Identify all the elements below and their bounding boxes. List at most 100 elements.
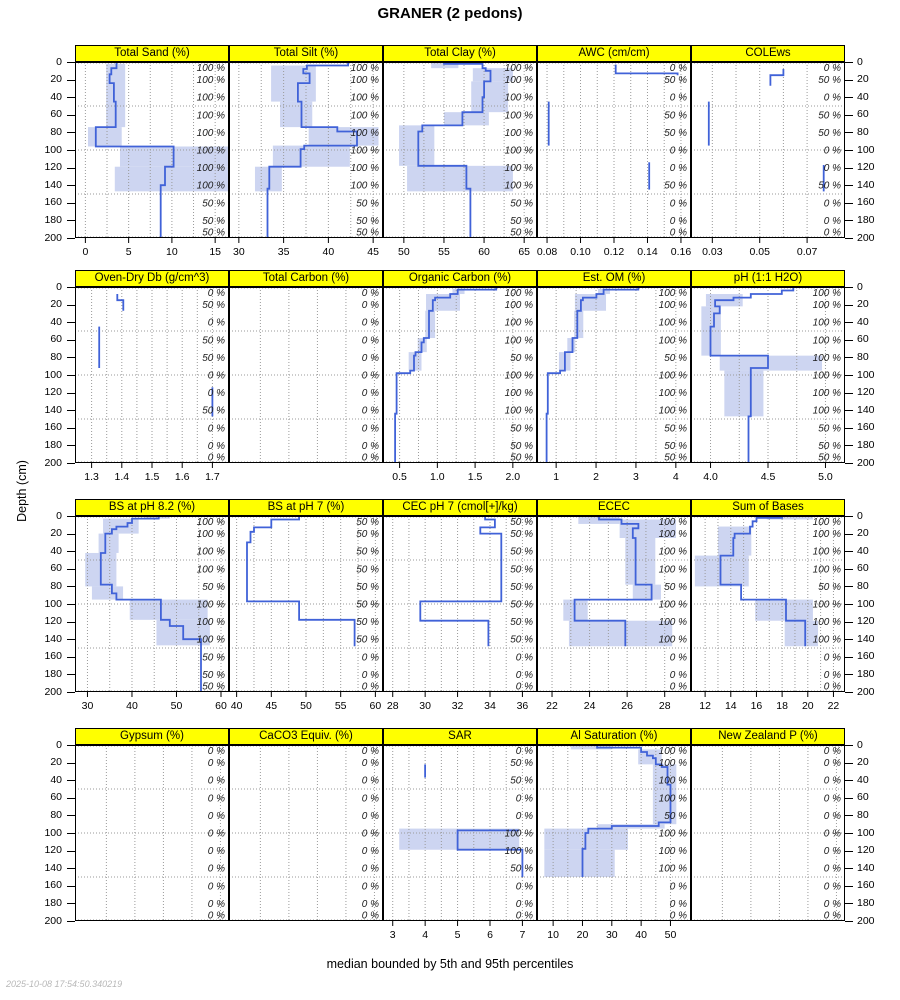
depth-tick-label: 80	[50, 579, 62, 592]
depth-tick	[845, 132, 853, 134]
depth-tick	[67, 568, 75, 570]
pct-label: 50 %	[356, 529, 379, 540]
pct-label: 0 %	[824, 881, 841, 892]
depth-tick-label: 100	[44, 143, 62, 156]
pct-label: 0 %	[824, 682, 841, 693]
pct-label: 100 %	[659, 517, 687, 528]
pct-label: 0 %	[208, 388, 225, 399]
depth-tick-label: 100	[857, 143, 875, 156]
pct-label: 50 %	[356, 600, 379, 611]
panel-plot-total-sand: 100 %100 %100 %100 %100 %100 %100 %100 %…	[75, 62, 229, 258]
pct-label: 50 %	[510, 423, 533, 434]
panel-oven-dry-db: Oven-Dry Db (g/cm^3) 0 % 50 % 0 % 50 % 50 % 0 …	[75, 270, 229, 489]
depth-tick-label: 0	[56, 55, 62, 68]
pct-label: 0 %	[362, 335, 379, 346]
depth-tick	[845, 445, 853, 447]
depth-tick	[67, 604, 75, 605]
depth-tick-label: 200	[44, 685, 62, 698]
panel-caco3: CaCO3 Equiv. (%) 0 % 0 % 0 % 0 % 0 % 0 % 0 % 0 %…	[229, 728, 383, 947]
pct-label: 0 %	[362, 388, 379, 399]
depth-tick-label: 160	[44, 196, 62, 209]
x-tick-label: 55	[438, 246, 450, 258]
depth-tick	[67, 656, 75, 658]
panel-plot-total-carbon: 0 %0 %0 %0 %0 %0 %0 %0 %0 %0 %0 %	[229, 287, 383, 464]
pct-label: 0 %	[362, 453, 379, 464]
depth-tick	[67, 745, 75, 746]
pct-label: 100 %	[197, 617, 225, 628]
panel-bs-ph82: BS at pH 8.2 (%) 100 % 100 % 100 % 100 % 50 %…	[75, 499, 229, 718]
pct-label: 0 %	[208, 371, 225, 382]
pct-label: 100 %	[197, 564, 225, 575]
panel-plot-new-zealand-p: 0 %0 %0 %0 %0 %0 %0 %0 %0 %0 %0 %	[691, 745, 845, 921]
x-tick-label: 30	[233, 246, 245, 258]
pct-label: 0 %	[208, 318, 225, 329]
panel-plot-cec-ph7: 50 %50 %50 %50 %50 %50 %50 %50 %0 %0 %0 …	[383, 516, 537, 712]
panel-strip-gypsum: Gypsum (%)	[75, 728, 229, 745]
pct-label: 0 %	[362, 353, 379, 364]
pct-label: 0 %	[362, 864, 379, 875]
x-tick-label: 40	[126, 700, 138, 712]
depth-tick	[67, 586, 75, 588]
panel-sar: SAR 0 % 50 % 50 % 0 % 0 % 100 % 100 % 50 % 0 % 0 %…	[383, 728, 537, 947]
x-tick-label: 36	[517, 700, 529, 712]
pct-label: 100 %	[505, 110, 533, 121]
x-tick-label: 55	[335, 700, 347, 712]
pct-label: 50 %	[664, 128, 687, 139]
depth-tick	[67, 921, 75, 922]
x-tick-label: 7	[519, 929, 525, 941]
depth-tick	[67, 62, 75, 63]
pct-label: 100 %	[197, 547, 225, 558]
pct-label: 50 %	[664, 353, 687, 364]
depth-tick	[845, 885, 853, 887]
depth-tick-label: 20	[857, 756, 869, 769]
depth-tick	[845, 516, 853, 517]
panel-ph: pH (1:1 H2O) 100 % 100 % 100 % 100 % 100 % 100…	[691, 270, 845, 489]
x-tick-label: 0.10	[570, 246, 591, 258]
depth-tick	[845, 339, 853, 341]
pct-label: 0 %	[670, 63, 687, 74]
depth-tick	[67, 797, 75, 799]
pct-label: 100 %	[505, 300, 533, 311]
panel-strip-organic-carbon: Organic Carbon (%)	[383, 270, 537, 287]
x-tick-label: 2	[593, 471, 599, 483]
depth-tick	[845, 692, 853, 693]
pct-label: 50 %	[510, 564, 533, 575]
x-tick-label: 3	[633, 471, 639, 483]
pct-label: 50 %	[202, 670, 225, 681]
pct-label: 100 %	[197, 63, 225, 74]
pct-label: 100 %	[813, 353, 841, 364]
pct-label: 50 %	[818, 110, 841, 121]
x-tick-label: 0.5	[392, 471, 407, 483]
depth-tick	[845, 220, 853, 222]
pct-label: 50 %	[510, 776, 533, 787]
pct-label: 100 %	[505, 75, 533, 86]
panel-strip-caco3: CaCO3 Equiv. (%)	[229, 728, 383, 745]
pct-label: 0 %	[670, 163, 687, 174]
panel-colews: COLEws 0 % 50 % 0 % 50 % 50 % 0 % 0 % 50 % 0 % 0 %…	[691, 45, 845, 264]
depth-tick-label: 140	[44, 861, 62, 874]
x-tick-label: 50	[398, 246, 410, 258]
depth-tick	[845, 62, 853, 63]
depth-tick-label: 160	[857, 650, 875, 663]
pct-label: 0 %	[516, 682, 533, 693]
pct-label: 100 %	[659, 829, 687, 840]
panel-plot-est-om: 100 %100 %100 %100 %50 %100 %100 %100 %5…	[537, 287, 691, 483]
panel-strip-sum-of-bases: Sum of Bases	[691, 499, 845, 516]
pct-label: 0 %	[208, 758, 225, 769]
pct-label: 100 %	[351, 75, 379, 86]
panel-strip-bs-ph7: BS at pH 7 (%)	[229, 499, 383, 516]
depth-tick-label: 0	[857, 55, 863, 68]
x-tick-label: 40	[323, 246, 335, 258]
pct-label: 100 %	[813, 371, 841, 382]
depth-tick	[67, 322, 75, 324]
panel-ecec: ECEC 100 % 100 % 100 % 100 % 50 % 100 % 100 % 10…	[537, 499, 691, 718]
pct-label: 0 %	[670, 682, 687, 693]
x-tick-label: 4.5	[761, 471, 776, 483]
depth-tick	[67, 762, 75, 764]
pct-label: 0 %	[362, 670, 379, 681]
panel-total-carbon: Total Carbon (%) 0 % 0 % 0 % 0 % 0 % 0 % 0 % 0 %…	[229, 270, 383, 489]
depth-tick-label: 80	[50, 808, 62, 821]
depth-tick	[845, 114, 853, 116]
depth-tick-label: 140	[857, 403, 875, 416]
pct-label: 100 %	[505, 388, 533, 399]
